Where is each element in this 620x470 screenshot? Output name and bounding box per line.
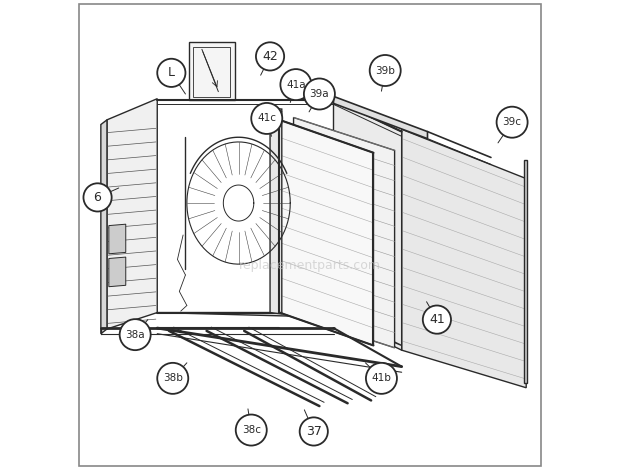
Polygon shape [293, 118, 394, 348]
Text: 41: 41 [429, 313, 445, 326]
Polygon shape [280, 120, 373, 345]
Circle shape [423, 306, 451, 334]
Circle shape [304, 78, 335, 110]
Circle shape [497, 107, 528, 138]
Polygon shape [188, 42, 235, 100]
Text: 41b: 41b [371, 373, 391, 384]
Circle shape [157, 59, 185, 87]
Circle shape [366, 363, 397, 394]
Circle shape [299, 417, 328, 446]
Polygon shape [524, 160, 527, 383]
Circle shape [120, 319, 151, 350]
Circle shape [236, 415, 267, 446]
Text: 39a: 39a [309, 89, 329, 99]
Polygon shape [334, 96, 428, 139]
Text: 38b: 38b [163, 373, 183, 384]
Text: 39c: 39c [503, 117, 521, 127]
Text: 42: 42 [262, 50, 278, 63]
Polygon shape [334, 100, 402, 350]
Text: 6: 6 [94, 191, 102, 204]
Polygon shape [157, 313, 402, 345]
Text: replacementparts.com: replacementparts.com [239, 259, 381, 272]
Polygon shape [270, 108, 282, 314]
Circle shape [251, 103, 282, 134]
Polygon shape [109, 257, 126, 287]
Text: 38a: 38a [125, 329, 145, 340]
Text: L: L [168, 66, 175, 79]
Circle shape [84, 183, 112, 212]
Circle shape [280, 69, 311, 100]
Text: 38c: 38c [242, 425, 261, 435]
Polygon shape [101, 120, 107, 334]
Circle shape [370, 55, 401, 86]
Polygon shape [107, 99, 157, 329]
Text: 39b: 39b [375, 65, 395, 76]
Circle shape [256, 42, 284, 70]
Polygon shape [109, 224, 126, 254]
Polygon shape [402, 129, 526, 388]
Text: 41c: 41c [257, 113, 277, 124]
Text: 37: 37 [306, 425, 322, 438]
Circle shape [157, 363, 188, 394]
Text: 41a: 41a [286, 79, 306, 90]
